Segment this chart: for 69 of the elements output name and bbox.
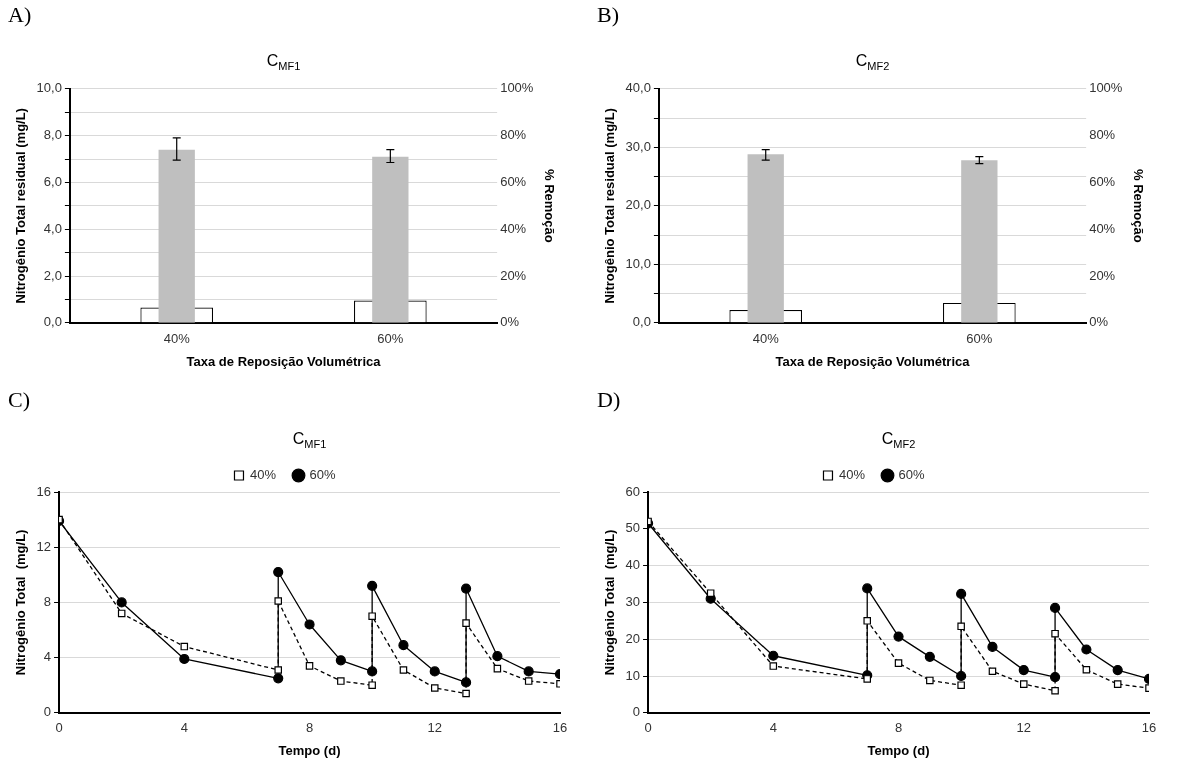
x-tick-label: 40%	[752, 331, 780, 347]
x-axis-title: Tempo (d)	[278, 742, 341, 758]
y-tick-label: 10	[625, 667, 641, 683]
y-tick-label: 20	[625, 630, 641, 646]
chart-title: C$_{MF2}$	[855, 52, 890, 73]
x-tick-label: 4	[180, 720, 188, 736]
y-tick-label: 8	[43, 593, 52, 609]
chart-title: C$_{MF1}$	[292, 430, 327, 451]
y-tick-label: 16	[36, 483, 52, 499]
x-tick-label: 16	[552, 720, 568, 736]
y2-tick-label: 100%	[500, 80, 534, 96]
text: A)	[8, 2, 32, 28]
x-tick-label: 16	[1141, 720, 1157, 736]
y-tick-label: 4,0	[43, 220, 62, 236]
y2-axis-title: % Remoção	[1130, 168, 1146, 243]
y-tick-label: 30,0	[625, 138, 651, 154]
x-tick-label: 40%	[163, 331, 191, 347]
y2-tick-label: 80%	[500, 127, 527, 143]
y-tick-label: 4	[43, 649, 52, 665]
y2-tick-label: 0%	[1089, 314, 1109, 330]
y-tick-label: 10,0	[625, 255, 651, 271]
x-tick-label: 8	[894, 720, 903, 736]
y-axis-title: Nitrogênio Total (mg/L)	[13, 529, 29, 676]
x-tick-label: 60%	[377, 331, 404, 347]
x-tick-label: 12	[427, 720, 442, 736]
chart-title: C$_{MF1}$	[266, 52, 301, 73]
y2-tick-label: 40%	[500, 220, 527, 236]
y2-tick-label: 80%	[1089, 127, 1116, 143]
y2-tick-label: 60%	[1089, 173, 1116, 189]
text: D)	[597, 387, 621, 413]
chart-title: C$_{MF2}$	[881, 430, 916, 451]
y-tick-label: 30	[625, 593, 641, 609]
y-tick-label: 40,0	[625, 80, 651, 96]
y-tick-label: 10,0	[36, 80, 62, 96]
x-axis-title: Taxa de Reposição Volumétrica	[775, 353, 971, 369]
x-axis-title: Taxa de Reposição Volumétrica	[186, 353, 382, 369]
text: C)	[8, 387, 30, 413]
y-tick-label: 2,0	[43, 267, 62, 283]
y-tick-label: 0,0	[43, 314, 62, 330]
y-tick-label: 12	[36, 538, 52, 554]
legend-label: 40%	[838, 467, 866, 483]
legend-label: 40%	[249, 467, 277, 483]
x-tick-label: 12	[1016, 720, 1031, 736]
y-tick-label: 20,0	[625, 197, 651, 213]
y-axis-title: Nitrogênio Total residual (mg/L)	[13, 108, 29, 304]
y-tick-label: 0,0	[632, 314, 651, 330]
x-tick-label: 4	[769, 720, 777, 736]
y-tick-label: 8,0	[43, 127, 62, 143]
x-axis-title: Tempo (d)	[867, 742, 930, 758]
text: B)	[597, 2, 619, 28]
y-tick-label: 60	[625, 483, 641, 499]
y2-tick-label: 20%	[500, 267, 527, 283]
y-axis-title: Nitrogênio Total (mg/L)	[602, 529, 618, 676]
y-tick-label: 40	[625, 557, 641, 573]
y-tick-label: 6,0	[43, 173, 62, 189]
y2-tick-label: 20%	[1089, 267, 1116, 283]
legend-label: 60%	[309, 467, 336, 483]
legend-label: 60%	[898, 467, 925, 483]
y-tick-label: 50	[625, 520, 641, 536]
y2-axis-title: % Remoção	[541, 168, 557, 243]
x-tick-label: 60%	[966, 331, 993, 347]
y-tick-label: 0	[632, 704, 641, 720]
y2-tick-label: 40%	[1089, 220, 1116, 236]
y-tick-label: 0	[43, 704, 52, 720]
y2-tick-label: 100%	[1089, 80, 1123, 96]
y-axis-title: Nitrogênio Total residual (mg/L)	[602, 108, 618, 304]
x-tick-label: 8	[305, 720, 314, 736]
y2-tick-label: 60%	[500, 173, 527, 189]
y2-tick-label: 0%	[500, 314, 520, 330]
